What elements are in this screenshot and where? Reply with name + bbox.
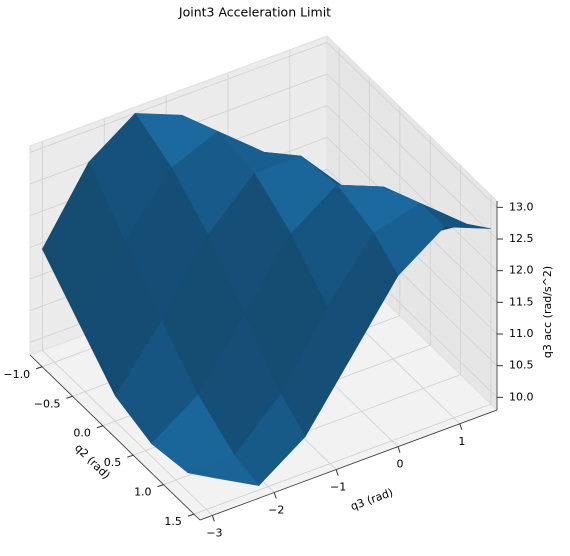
y-tick [459, 423, 463, 430]
axis-line [29, 354, 201, 521]
x-tick-label: 0.5 [104, 456, 122, 469]
y-tick-label: −3 [206, 526, 222, 539]
z-tick-label: 11.0 [509, 327, 534, 340]
x-tick [35, 366, 43, 370]
x-tick-label: −1.0 [3, 368, 30, 381]
y-tick-label: −2 [268, 504, 284, 517]
y-tick [335, 469, 339, 476]
x-tick [127, 454, 134, 458]
grid-line [326, 73, 498, 240]
y-tick [211, 515, 215, 522]
x-tick-label: 1.0 [134, 486, 152, 499]
grid-line [326, 42, 498, 208]
y-tick-label: 1 [458, 435, 465, 448]
x-tick [96, 425, 104, 429]
y-tick [273, 492, 277, 499]
y-tick-label: −1 [330, 481, 346, 494]
z-tick-label: 12.0 [509, 264, 534, 277]
x-tick-label: −0.5 [34, 397, 61, 410]
grid-line [29, 41, 328, 153]
y-tick [397, 446, 401, 453]
chart-title: Joint3 Acceleration Limit [178, 5, 331, 20]
y-axis-label: q3 (rad) [349, 486, 395, 513]
x-tick [157, 484, 164, 488]
z-tick-label: 10.0 [509, 390, 534, 403]
z-tick-label: 11.5 [509, 295, 534, 308]
x-tick-label: 1.5 [164, 515, 182, 528]
x-tick [187, 513, 195, 517]
grid-line [193, 403, 492, 515]
z-axis-label: q3 acc (rad/s^2) [541, 266, 554, 358]
z-tick-label: 12.5 [509, 232, 534, 245]
x-tick-label: 0.0 [73, 427, 91, 440]
grid-line [42, 350, 213, 516]
x-tick [66, 395, 73, 399]
z-tick-label: 10.5 [509, 359, 534, 372]
grid-line [326, 105, 498, 271]
y-tick-label: 0 [397, 458, 404, 471]
z-tick-label: 13.0 [509, 200, 534, 213]
axis-line [199, 409, 498, 521]
surface-patch [186, 455, 260, 486]
